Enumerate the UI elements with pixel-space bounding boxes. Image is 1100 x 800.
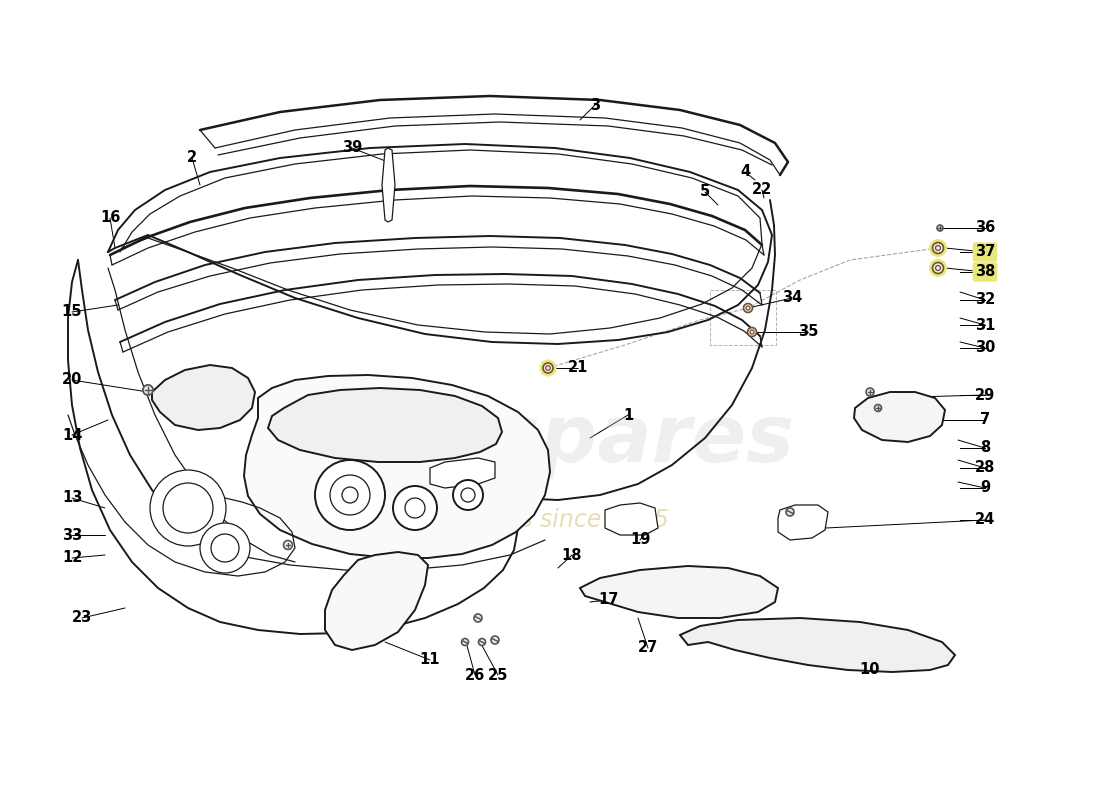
Circle shape (315, 460, 385, 530)
Circle shape (546, 366, 550, 370)
Text: 23: 23 (72, 610, 92, 626)
Circle shape (143, 385, 153, 395)
Text: 25: 25 (487, 667, 508, 682)
Circle shape (200, 523, 250, 573)
Text: 19: 19 (630, 533, 650, 547)
Circle shape (750, 330, 754, 334)
Circle shape (491, 636, 499, 644)
Polygon shape (430, 458, 495, 488)
Text: 29: 29 (975, 387, 996, 402)
Circle shape (937, 225, 943, 231)
Polygon shape (324, 552, 428, 650)
Circle shape (744, 303, 752, 313)
Text: 35: 35 (798, 325, 818, 339)
Circle shape (284, 541, 293, 550)
Circle shape (163, 483, 213, 533)
Text: 2: 2 (187, 150, 197, 166)
Circle shape (143, 385, 153, 395)
Circle shape (393, 486, 437, 530)
Text: 13: 13 (62, 490, 82, 506)
Text: 34: 34 (782, 290, 802, 306)
Polygon shape (152, 365, 255, 430)
Text: 14: 14 (62, 427, 82, 442)
Polygon shape (854, 392, 945, 442)
Text: 22: 22 (752, 182, 772, 198)
Text: 26: 26 (465, 667, 485, 682)
Text: 36: 36 (975, 221, 996, 235)
Text: 10: 10 (860, 662, 880, 678)
Polygon shape (382, 148, 395, 222)
Circle shape (342, 487, 358, 503)
Circle shape (543, 363, 553, 373)
Circle shape (933, 262, 944, 274)
Text: 17: 17 (597, 593, 618, 607)
Circle shape (461, 488, 475, 502)
Polygon shape (605, 503, 658, 535)
Text: 4: 4 (740, 165, 750, 179)
Circle shape (453, 480, 483, 510)
Circle shape (474, 614, 482, 622)
Text: 7: 7 (980, 413, 990, 427)
Text: 32: 32 (975, 293, 996, 307)
Text: 33: 33 (62, 527, 82, 542)
Circle shape (150, 470, 226, 546)
Circle shape (405, 498, 425, 518)
Circle shape (330, 475, 370, 515)
Text: 3: 3 (590, 98, 601, 113)
Circle shape (786, 508, 794, 516)
Text: 9: 9 (980, 481, 990, 495)
Polygon shape (580, 566, 778, 618)
Circle shape (935, 246, 940, 250)
Circle shape (539, 359, 557, 377)
Circle shape (478, 638, 485, 646)
Circle shape (930, 239, 947, 257)
Circle shape (935, 266, 940, 270)
Text: 8: 8 (980, 441, 990, 455)
Polygon shape (778, 505, 828, 540)
Circle shape (211, 534, 239, 562)
Circle shape (866, 388, 874, 396)
Circle shape (746, 306, 750, 310)
Text: 11: 11 (420, 653, 440, 667)
Text: 15: 15 (62, 305, 82, 319)
Text: 31: 31 (975, 318, 996, 333)
Circle shape (874, 405, 881, 411)
Polygon shape (244, 375, 550, 558)
Polygon shape (680, 618, 955, 672)
Circle shape (145, 387, 151, 393)
Text: eurospares: eurospares (286, 401, 794, 479)
Circle shape (462, 638, 469, 646)
Circle shape (748, 327, 757, 337)
Text: 12: 12 (62, 550, 82, 566)
Text: 28: 28 (975, 461, 996, 475)
Text: 30: 30 (975, 341, 996, 355)
Text: 20: 20 (62, 373, 82, 387)
Text: 38: 38 (975, 265, 996, 279)
Text: 18: 18 (562, 547, 582, 562)
Text: 37: 37 (975, 245, 996, 259)
Text: 27: 27 (638, 641, 658, 655)
Circle shape (933, 242, 944, 254)
Text: 16: 16 (100, 210, 120, 226)
Text: 24: 24 (975, 513, 996, 527)
Text: 5: 5 (700, 185, 711, 199)
Text: a passion for parts since 1985: a passion for parts since 1985 (311, 508, 669, 532)
Text: 21: 21 (568, 361, 588, 375)
Text: 1: 1 (623, 407, 634, 422)
Polygon shape (268, 388, 502, 462)
Circle shape (930, 259, 947, 277)
Text: 39: 39 (342, 141, 362, 155)
